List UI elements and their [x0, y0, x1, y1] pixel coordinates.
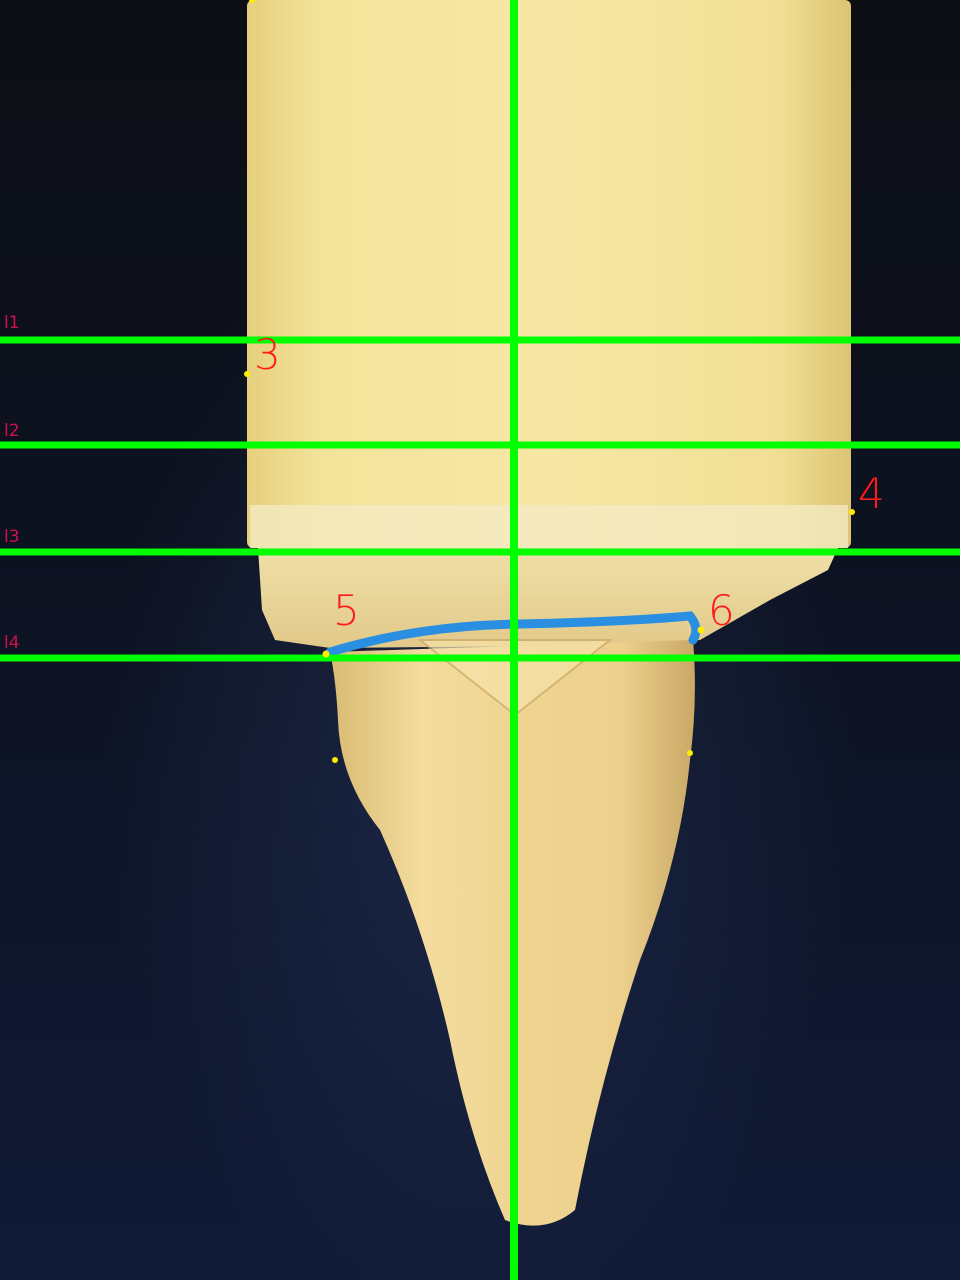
wax-block [247, 0, 851, 548]
landmark-label-3: 3 [254, 330, 281, 379]
landmark-label-5: 5 [333, 586, 360, 635]
landmark-dot-top [249, 0, 255, 3]
landmark-dot-4 [849, 509, 855, 515]
line-label-l2: l2 [4, 421, 20, 441]
landmark-label-6: 6 [708, 586, 735, 635]
line-label-l4: l4 [4, 633, 20, 653]
landmark-dot-left-root [332, 757, 338, 763]
landmark-dot-right-root [687, 750, 693, 756]
landmark-dot-5 [322, 650, 330, 658]
line-label-l1: l1 [4, 313, 20, 333]
wax-block-rim [250, 505, 848, 548]
landmark-dot-3 [244, 371, 250, 377]
landmark-label-4: 4 [858, 469, 885, 518]
line-label-l3: l3 [4, 527, 20, 547]
margin-outline [325, 611, 701, 657]
landmark-dot-6 [697, 626, 705, 634]
